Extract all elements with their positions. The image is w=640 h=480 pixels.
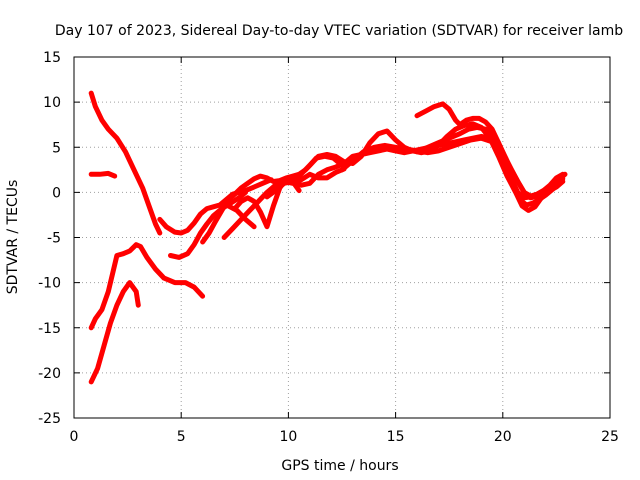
series-line-4 <box>88 242 206 331</box>
series-line-13 <box>339 135 566 201</box>
y-tick-label: 15 <box>43 50 61 66</box>
x-tick-label: 5 <box>177 429 186 445</box>
y-axis-label: SDTVAR / TECUs <box>5 180 21 295</box>
x-tick-label: 15 <box>387 429 405 445</box>
chart-title: Day 107 of 2023, Sidereal Day-to-day VTE… <box>55 23 623 39</box>
y-tick-label: -25 <box>38 411 61 427</box>
series-line-10 <box>225 203 257 230</box>
y-tick-label: -5 <box>47 231 61 247</box>
y-tick-label: 5 <box>52 140 61 156</box>
tick-layer: 0 5 10 15 20 25 -25 -20 -15 -10 -5 0 5 10 15 <box>38 50 619 445</box>
x-tick-label: 10 <box>279 429 297 445</box>
series-line-2 <box>88 170 118 179</box>
x-tick-label: 20 <box>494 429 512 445</box>
series-line-6 <box>168 189 248 260</box>
series-line-3 <box>88 280 141 385</box>
series-layer <box>88 90 568 385</box>
series-line-15 <box>414 124 559 199</box>
x-tick-label: 0 <box>70 429 79 445</box>
y-tick-label: -20 <box>38 366 61 382</box>
series-line-1 <box>88 90 163 236</box>
series-line-5 <box>157 177 274 236</box>
grid-layer <box>74 57 610 418</box>
x-axis-label: GPS time / hours <box>281 458 398 474</box>
x-tick-label: 25 <box>601 429 619 445</box>
y-tick-label: -10 <box>38 276 61 292</box>
y-tick-label: -15 <box>38 321 61 337</box>
y-tick-label: 10 <box>43 95 61 111</box>
y-tick-label: 0 <box>52 185 61 201</box>
